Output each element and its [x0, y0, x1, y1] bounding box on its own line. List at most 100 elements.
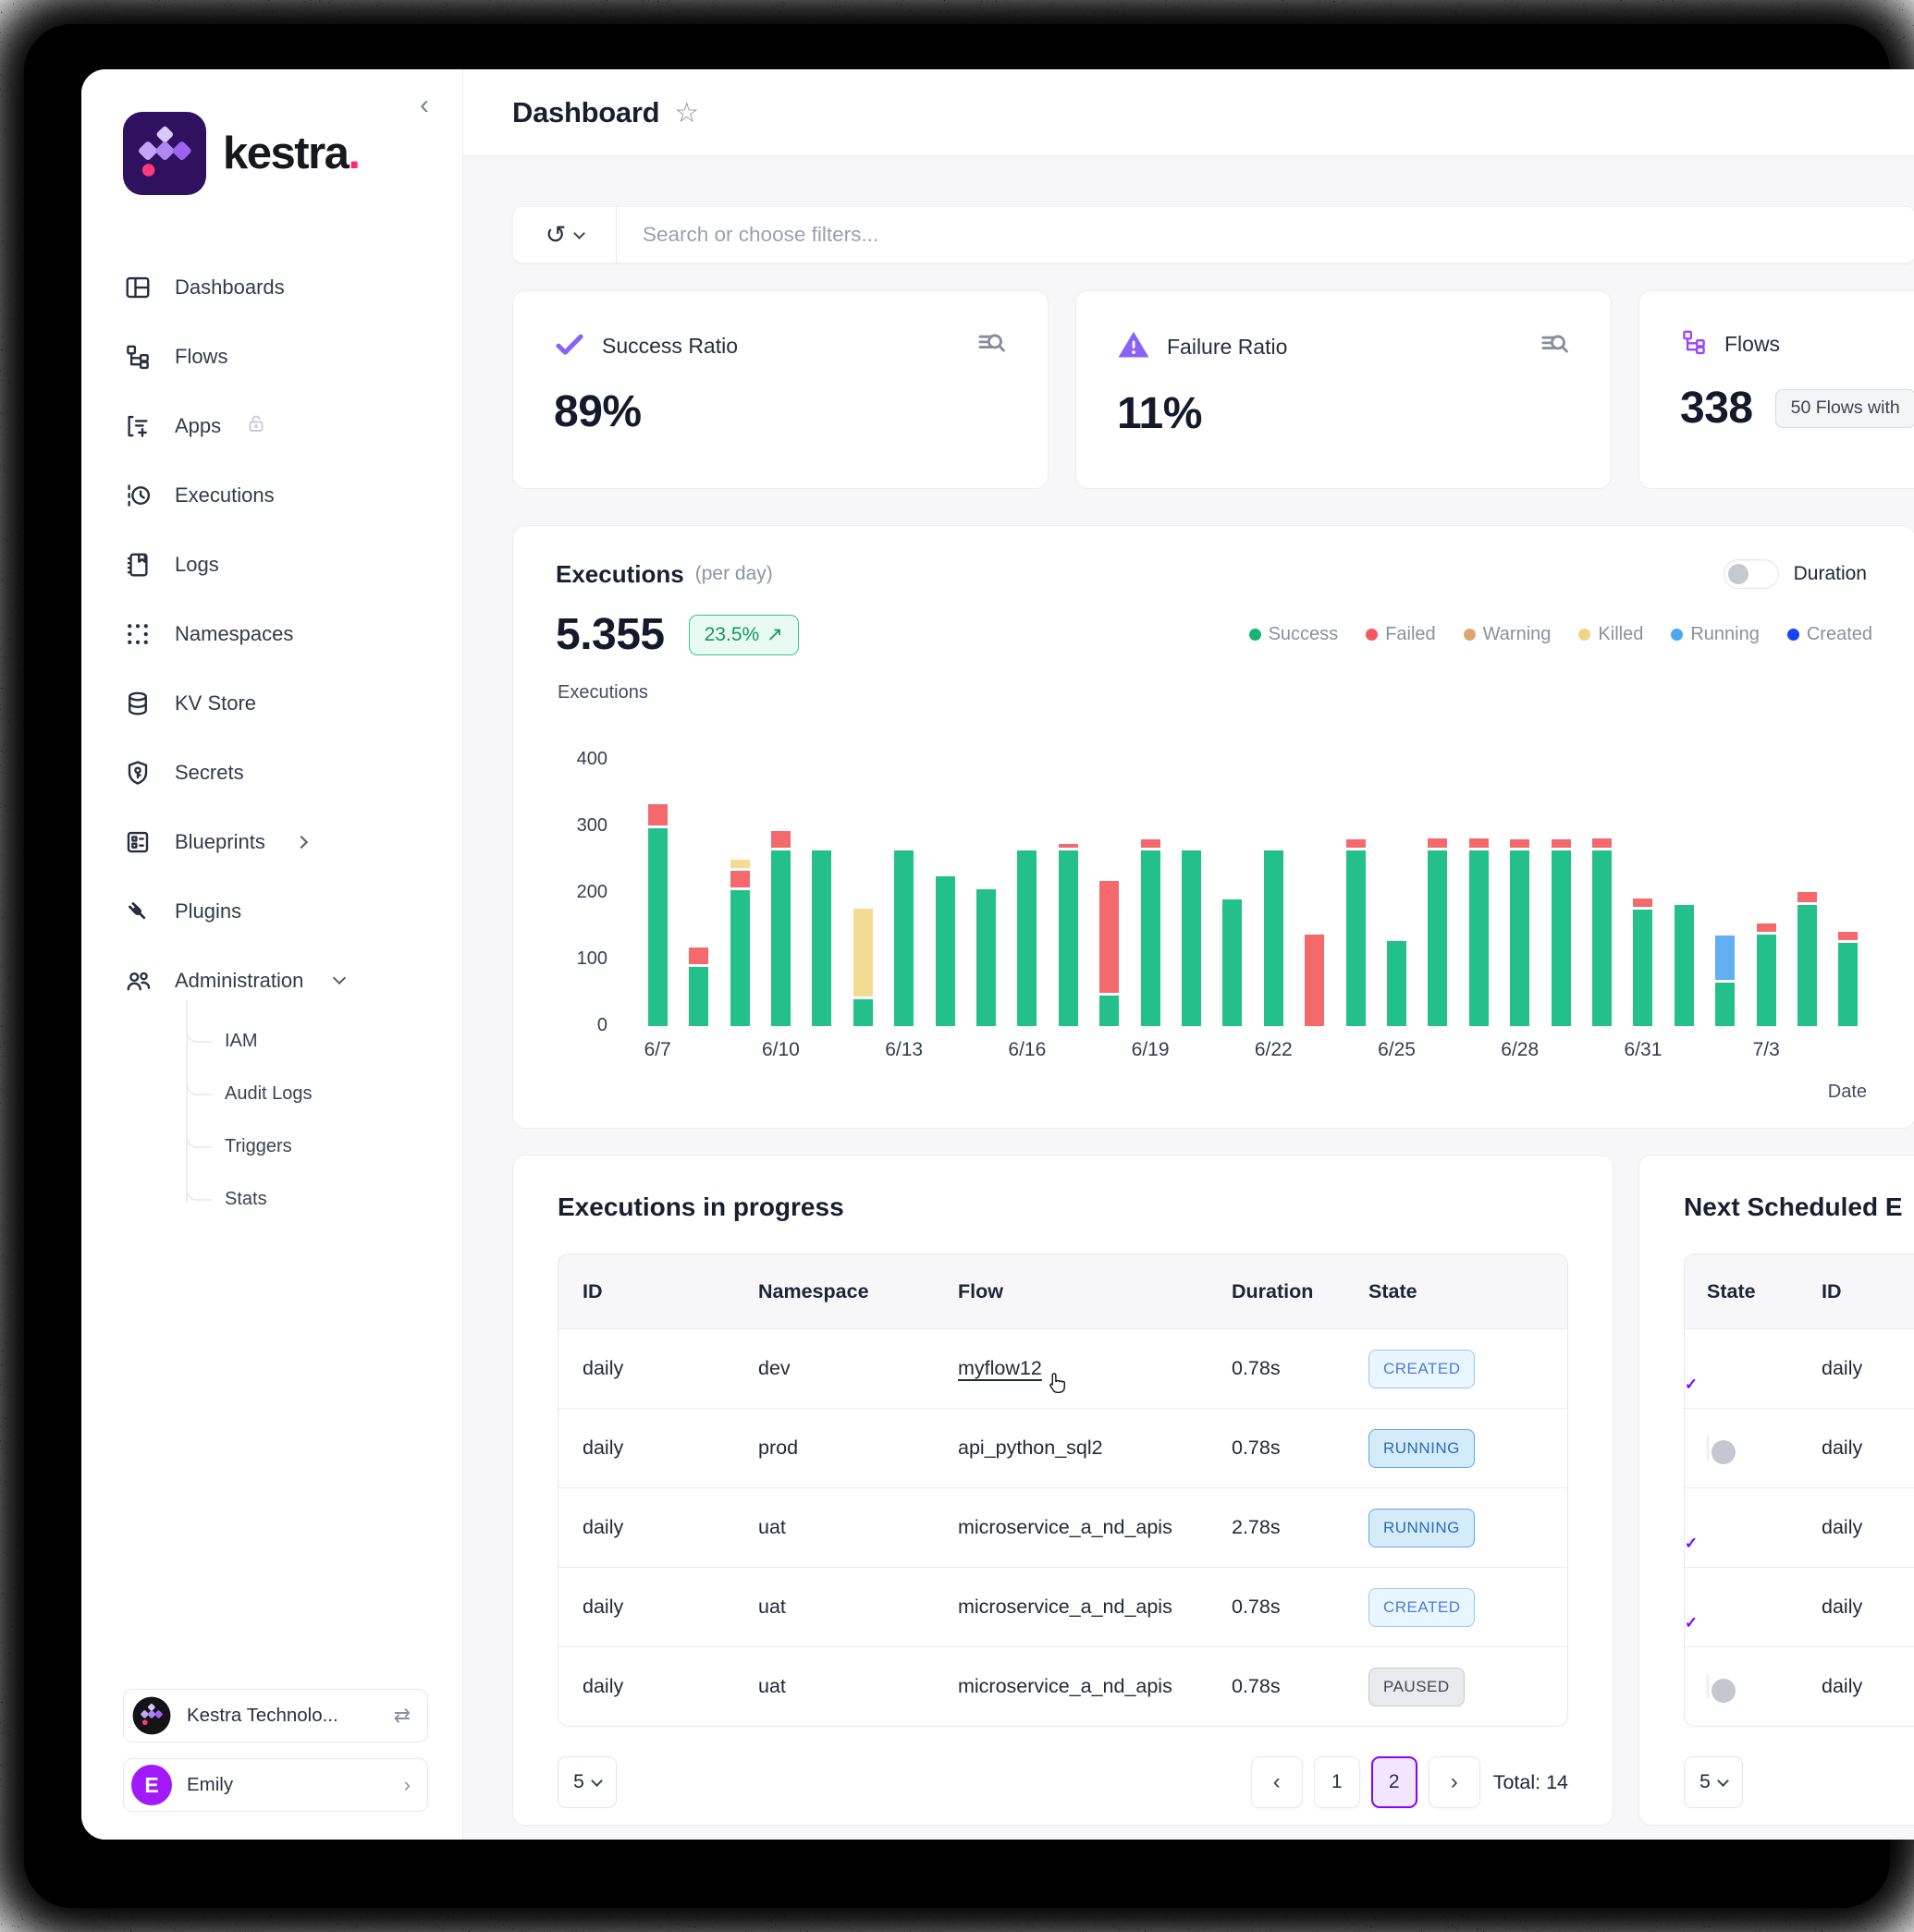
sidebar-subitem-triggers[interactable]: Triggers: [186, 1106, 462, 1173]
bottom-row: Executions in progress ID Namespace Flow Du…: [512, 1155, 1914, 1826]
sidebar-collapse-icon[interactable]: ‹: [420, 90, 429, 120]
sidebar-item-apps[interactable]: Apps: [81, 391, 462, 460]
bar-slot-6/28: [1500, 838, 1540, 1026]
bar-segment-success: [1099, 996, 1120, 1026]
sidebar-item-label: Logs: [175, 552, 219, 576]
x-axis-tick: [1294, 1039, 1335, 1061]
trend-badge[interactable]: 23.5% ↗: [688, 614, 799, 655]
stacked-bar: [1468, 838, 1489, 1026]
chart-subtitle: (per day): [694, 563, 773, 584]
bar-segment-success: [1468, 850, 1489, 1026]
x-axis-tick: [719, 1039, 760, 1061]
bar-segment-success: [1592, 850, 1613, 1026]
user-chevron-icon: ›: [403, 1773, 411, 1796]
stacked-bar: [1222, 899, 1243, 1026]
sidebar-item-namespaces[interactable]: Namespaces: [81, 599, 462, 668]
user-menu[interactable]: E Emily ›: [123, 1758, 428, 1812]
main-area: Dashboard ☆ ↺ Success Ratio 89% Failure …: [463, 69, 1914, 1840]
legend-item-failed[interactable]: Failed: [1366, 624, 1436, 645]
cell-id: daily: [1822, 1357, 1863, 1379]
x-axis-tick: [1540, 1039, 1581, 1061]
legend-item-created[interactable]: Created: [1786, 624, 1872, 645]
chevron-down-icon: [590, 1774, 603, 1787]
legend-item-running[interactable]: Running: [1671, 624, 1760, 645]
bar-segment-failed: [1592, 838, 1613, 848]
prev-page-button[interactable]: ‹: [1250, 1756, 1303, 1808]
logs-icon: [123, 550, 153, 580]
brand: kestra.: [123, 112, 462, 195]
apps-icon: [123, 411, 153, 441]
table-row: daily dev myflow12 0.78s CREATED: [558, 1328, 1567, 1408]
x-axis-tick: [1581, 1039, 1622, 1061]
kv-store-icon: [123, 689, 153, 718]
page-size-select[interactable]: 5: [558, 1756, 617, 1808]
enabled-toggle-off[interactable]: [1707, 1674, 1736, 1703]
stacked-bar: [853, 908, 873, 1026]
sidebar-item-secrets[interactable]: Secrets: [81, 738, 462, 807]
filter-search-icon[interactable]: [1539, 329, 1570, 365]
legend-item-killed[interactable]: Killed: [1578, 624, 1643, 645]
sidebar-item-executions[interactable]: Executions: [81, 460, 462, 530]
legend-item-success[interactable]: Success: [1248, 624, 1338, 645]
tenant-name: Kestra Technolo...: [187, 1705, 338, 1726]
bar-segment-failed: [1510, 838, 1530, 848]
next-page-button[interactable]: ›: [1428, 1756, 1480, 1808]
page-title: Dashboard: [512, 95, 660, 128]
bar-segment-success: [1510, 850, 1530, 1026]
bar-segment-failed: [770, 831, 791, 848]
legend-dot-icon: [1578, 629, 1591, 641]
sidebar-item-kv-store[interactable]: KV Store: [81, 668, 462, 738]
page-button-2[interactable]: 2: [1370, 1756, 1417, 1808]
flow-link[interactable]: myflow12: [958, 1357, 1042, 1379]
favorite-star-icon[interactable]: ☆: [674, 98, 700, 128]
sidebar-item-flows[interactable]: Flows: [81, 322, 462, 391]
secrets-icon: [123, 758, 153, 788]
sidebar-item-dashboards[interactable]: Dashboards: [81, 252, 462, 322]
cell-namespace: uat: [758, 1516, 786, 1538]
sidebar-subitem-iam[interactable]: IAM: [186, 1000, 462, 1068]
x-axis-tick: 6/22: [1254, 1039, 1293, 1060]
x-axis-tick: [1663, 1039, 1704, 1061]
filter-search-icon[interactable]: [975, 328, 1007, 364]
bar-slot-6/11: [802, 850, 842, 1026]
bar-segment-failed: [1633, 899, 1653, 907]
chart-plot-area: Executions 6/7 6/10 6/13 6/16 6/19 6/22 6/25 6/…: [556, 682, 1872, 1117]
search-input[interactable]: [617, 223, 1914, 247]
filter-history-button[interactable]: ↺: [513, 207, 617, 263]
sidebar-subitem-stats[interactable]: Stats: [186, 1158, 462, 1226]
tenant-switcher[interactable]: Kestra Technolo... ⇄: [123, 1689, 428, 1742]
y-axis-tick: 200: [576, 882, 607, 902]
enabled-toggle-off[interactable]: [1707, 1436, 1736, 1464]
bar-slot-6/21: [1212, 899, 1253, 1026]
total-count: Total: 14: [1492, 1770, 1568, 1793]
y-axis-tick: 300: [576, 815, 607, 836]
sidebar-item-logs[interactable]: Logs: [81, 530, 462, 599]
bar-segment-success: [1222, 899, 1243, 1026]
executions-total: 5.355: [556, 610, 665, 659]
stacked-bar: [1140, 838, 1160, 1026]
bar-slot-7/2: [1705, 935, 1746, 1026]
bar-segment-success: [1058, 850, 1078, 1026]
legend-dot-icon: [1366, 629, 1379, 641]
tenant-switch-icon[interactable]: ⇄: [393, 1704, 411, 1727]
stacked-bar: [1838, 932, 1859, 1026]
tenant-logo-icon: [132, 1696, 171, 1735]
pagination: 5 ‹ 1 2 › Total: 14: [558, 1756, 1568, 1808]
column-header-id: ID: [1822, 1279, 1842, 1302]
sidebar-item-label: Secrets: [175, 760, 244, 784]
sidebar-subitem-audit-logs[interactable]: Audit Logs: [186, 1053, 462, 1120]
page-size-select[interactable]: 5: [1684, 1756, 1743, 1808]
legend-item-warning[interactable]: Warning: [1463, 624, 1551, 645]
page-button-1[interactable]: 1: [1313, 1756, 1360, 1808]
user-name: Emily: [187, 1774, 234, 1795]
user-avatar: E: [131, 1765, 172, 1805]
sidebar-item-label: Executions: [175, 483, 275, 507]
cell-id: daily: [583, 1516, 624, 1538]
bar-segment-killed: [730, 860, 750, 868]
sidebar-item-plugins[interactable]: Plugins: [81, 876, 462, 946]
executions-in-progress-title: Executions in progress: [558, 1192, 844, 1221]
duration-toggle[interactable]: [1723, 559, 1779, 589]
sidebar-item-blueprints[interactable]: Blueprints: [81, 807, 462, 876]
sidebar-item-administration[interactable]: Administration: [81, 946, 462, 1015]
cell-namespace: dev: [758, 1357, 791, 1379]
